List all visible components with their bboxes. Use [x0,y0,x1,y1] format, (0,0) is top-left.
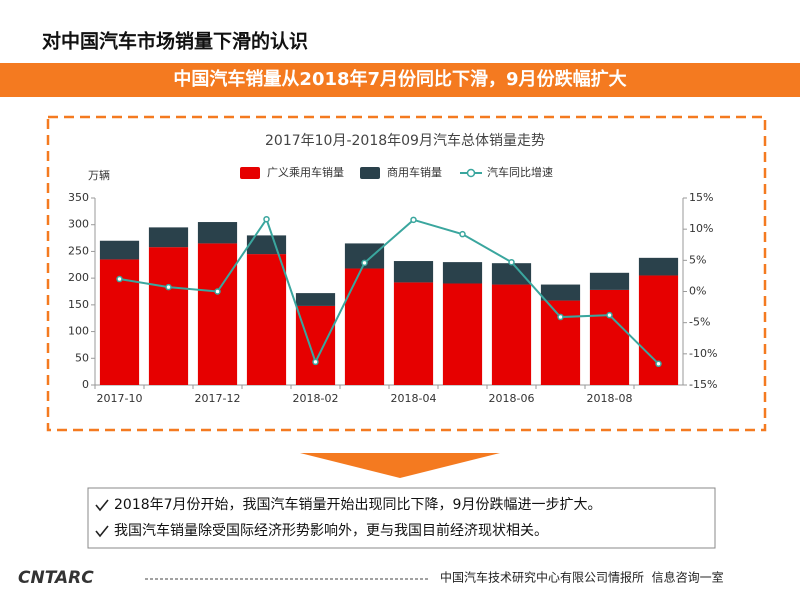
line-marker [459,230,466,238]
line-marker [116,275,123,283]
y2-tick-label: -10% [689,347,717,360]
bar [442,262,483,284]
y2-tick-label: 10% [689,222,713,235]
line-marker [557,313,564,321]
bullet: 2018年7月份开始，我国汽车销量开始出现同比下降，9月份跌幅进一步扩大。 [114,496,601,513]
y2-tick-label: 5% [689,253,706,266]
line-marker [655,360,662,368]
bar [638,275,679,385]
line-marker [361,259,368,267]
check-icon [95,525,109,538]
y-tick-label: 0 [82,378,89,391]
bar [344,268,385,385]
bar [197,222,238,244]
chart-title: 2017年10月-2018年09月汽车总体销量走势 [265,132,545,149]
bar [589,272,630,290]
x-tick-label: 2018-02 [293,392,339,405]
y-tick-label: 350 [68,191,89,204]
x-tick-label: 2018-08 [587,392,633,405]
bar [148,227,189,248]
line-marker [606,311,613,319]
bar [393,282,434,385]
bar [638,257,679,276]
y-tick-label: 150 [68,298,89,311]
line-marker [263,215,270,223]
x-tick-label: 2018-04 [391,392,437,405]
chart-frame [46,115,767,432]
line-marker [508,258,515,266]
legend-label: 商用车销量 [387,165,442,179]
bar [540,284,581,301]
arrow [300,453,500,478]
bar [442,283,483,385]
y2-tick-label: -15% [689,378,717,391]
bar [99,240,140,260]
legend-label: 广义乘用车销量 [267,165,344,179]
y-tick-label: 300 [68,218,89,231]
y-tick-label: 200 [68,271,89,284]
x-tick-label: 2017-10 [97,392,143,405]
x-tick-label: 2018-06 [489,392,535,405]
line [119,216,660,365]
legend-label: 汽车同比增速 [487,165,553,179]
bullet: 我国汽车销量除受国际经济形势影响外，更与我国目前经济现状相关。 [114,522,548,539]
y2-tick-label: -5% [689,316,710,329]
y2-tick-label: 15% [689,191,713,204]
bar [295,305,336,385]
line-marker [312,358,319,366]
legend-swatch [240,167,260,179]
line-marker [165,283,172,291]
y-tick-label: 50 [75,351,89,364]
bullet-box [87,487,716,549]
banner [0,63,800,97]
y-axis-label: 万辆 [88,168,110,182]
bar [295,293,336,306]
line-marker [214,288,221,295]
bar [246,254,287,385]
y2-tick-label: 0% [689,285,706,298]
line-marker [410,216,417,224]
footer-text: 中国汽车技术研究中心有限公司情报所 信息咨询一室 [440,570,724,585]
bar [589,289,630,385]
logo: CNTARC [18,568,94,588]
y-tick-label: 250 [68,244,89,257]
bar [491,263,532,285]
bar [148,247,189,385]
x-tick-label: 2017-12 [195,392,241,405]
banner-text: 中国汽车销量从2018年7月份同比下滑，9月份跌幅扩大 [173,68,626,90]
bar [197,243,238,385]
legend-swatch [360,167,380,179]
bar [393,261,434,283]
slide-title: 对中国汽车市场销量下滑的认识 [42,30,308,53]
check-icon [95,499,109,512]
bar [540,300,581,385]
bar [491,284,532,385]
legend-swatch [466,168,476,178]
y-tick-label: 100 [68,325,89,338]
